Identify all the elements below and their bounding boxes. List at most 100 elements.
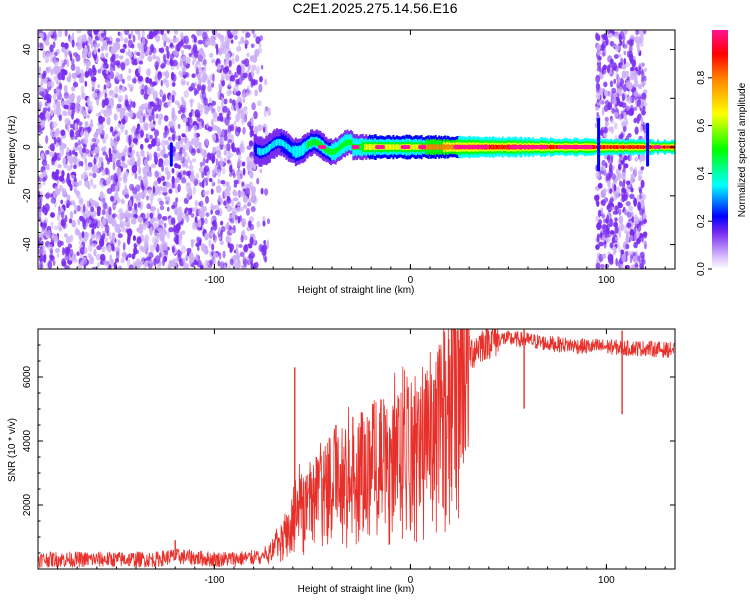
noise-blob [106, 187, 113, 195]
noise-blob [79, 247, 86, 255]
noise-blob [140, 103, 146, 111]
noise-blob [169, 53, 175, 60]
noise-blob [253, 125, 259, 135]
snr-xlabel: Height of straight line (km) [298, 584, 415, 595]
noise-blob [177, 123, 181, 129]
noise-blob [194, 64, 198, 70]
noise-blob [159, 231, 163, 240]
burst-blob [620, 132, 624, 140]
noise-blob [49, 44, 54, 53]
noise-blob [52, 121, 58, 128]
burst-blob [621, 120, 627, 128]
noise-blob [128, 146, 132, 153]
noise-blob [165, 181, 170, 189]
signal-band-cell [343, 141, 345, 148]
burst-blob [597, 209, 602, 217]
noise-blob [233, 84, 239, 93]
noise-blob [153, 242, 158, 248]
burst-blob [625, 201, 631, 207]
burst-blob [614, 236, 619, 242]
noise-blob [136, 159, 141, 167]
noise-blob [105, 105, 111, 114]
noise-blob [244, 187, 251, 197]
noise-blob [58, 226, 63, 232]
noise-blob [195, 89, 200, 95]
noise-blob [105, 177, 111, 186]
signal-band-cell [490, 145, 492, 150]
signal-band-cell [271, 142, 274, 149]
noise-blob [90, 206, 95, 213]
burst-blob [614, 205, 618, 212]
noise-blob [51, 171, 56, 180]
signal-band-cell [600, 144, 603, 150]
noise-blob [106, 80, 110, 88]
noise-blob [92, 64, 96, 74]
noise-blob [105, 237, 108, 243]
noise-blob [41, 33, 45, 40]
noise-blob [174, 100, 180, 105]
noise-blob [50, 221, 54, 229]
burst-blob [611, 96, 617, 106]
noise-blob [147, 101, 153, 110]
noise-blob [215, 158, 219, 166]
burst-blob [626, 222, 632, 228]
noise-blob [86, 165, 91, 171]
signal-band-cell [548, 145, 551, 149]
noise-blob [181, 81, 186, 86]
noise-blob [255, 79, 258, 85]
burst-blob [630, 264, 636, 269]
noise-blob [173, 30, 179, 35]
signal-band-cell [609, 145, 612, 150]
noise-blob [230, 75, 236, 82]
signal-band-cell [257, 147, 260, 155]
noise-blob [246, 52, 250, 58]
signal-band-cell [660, 145, 663, 149]
noise-blob [160, 175, 166, 182]
noise-blob [189, 98, 195, 104]
signal-band-cell [334, 147, 337, 155]
burst-blob [634, 262, 639, 268]
noise-blob [267, 107, 272, 117]
noise-blob [156, 138, 160, 145]
noise-blob [250, 206, 256, 213]
burst-blob [609, 40, 615, 47]
noise-blob [101, 209, 106, 216]
signal-band-cell [256, 146, 258, 154]
noise-blob [87, 51, 91, 58]
noise-blob [234, 103, 240, 110]
signal-band-cell [414, 144, 417, 150]
signal-band-cell [434, 144, 437, 151]
burst-blob [621, 102, 627, 108]
noise-blob [223, 200, 227, 206]
noise-blob [64, 30, 68, 37]
noise-blob [247, 201, 252, 207]
signal-band-cell [594, 145, 597, 149]
noise-blob [89, 219, 92, 225]
noise-blob [77, 218, 81, 226]
noise-blob [71, 72, 77, 79]
noise-blob [264, 188, 269, 196]
noise-blob [144, 238, 148, 246]
noise-blob [188, 112, 193, 118]
burst-blob [604, 116, 609, 122]
noise-blob [82, 136, 89, 145]
noise-blob [244, 235, 248, 241]
noise-blob [193, 49, 199, 59]
burst-blob [597, 51, 602, 56]
signal-band-cell [444, 144, 447, 150]
noise-blob [69, 149, 72, 157]
noise-blob [228, 131, 232, 140]
noise-blob [190, 213, 195, 218]
signal-band-cell [498, 144, 501, 150]
burst-blob [634, 156, 639, 162]
burst-blob [623, 155, 628, 161]
noise-blob [92, 172, 97, 179]
noise-blob [230, 104, 234, 111]
noise-blob [93, 47, 97, 55]
signal-band-cell [619, 145, 622, 149]
noise-blob [117, 224, 120, 234]
snr-xtick-label: 100 [598, 575, 615, 586]
noise-blob [146, 203, 151, 210]
noise-blob [202, 52, 206, 60]
noise-blob [140, 50, 145, 60]
